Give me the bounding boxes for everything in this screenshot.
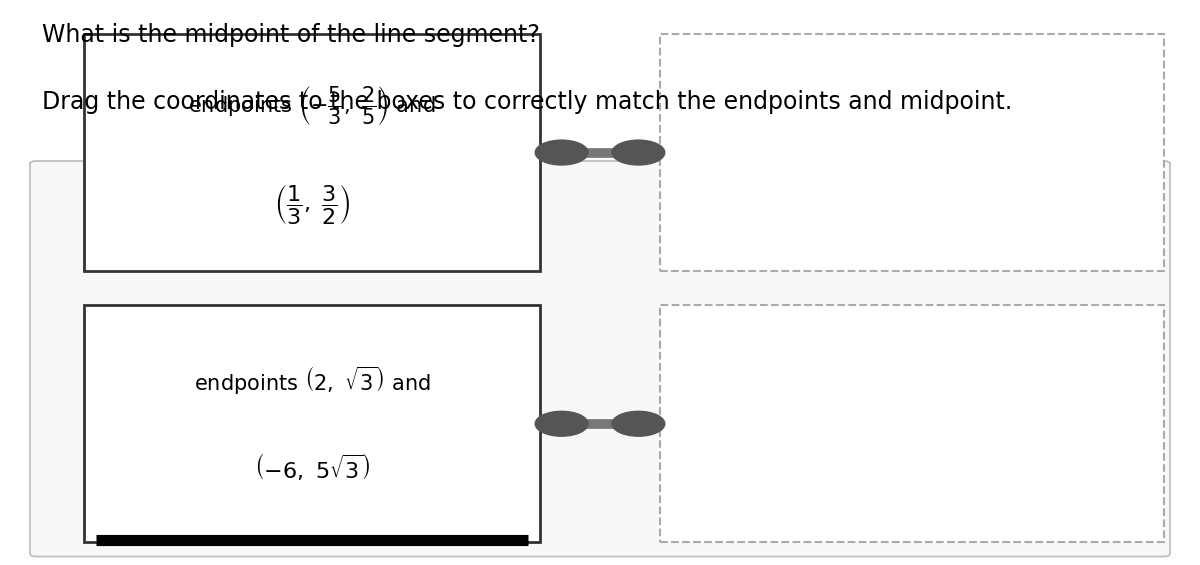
FancyBboxPatch shape — [84, 305, 540, 542]
Text: Drag the coordinates to the boxes to correctly match the endpoints and midpoint.: Drag the coordinates to the boxes to cor… — [42, 90, 1013, 114]
Circle shape — [535, 411, 588, 436]
Text: $\left(-6,\ 5\sqrt{3}\right)$: $\left(-6,\ 5\sqrt{3}\right)$ — [253, 451, 371, 482]
Circle shape — [535, 140, 588, 165]
FancyBboxPatch shape — [660, 34, 1164, 271]
Text: endpoints $\left(2,\ \sqrt{3}\right)$ and: endpoints $\left(2,\ \sqrt{3}\right)$ an… — [193, 365, 431, 397]
Circle shape — [612, 140, 665, 165]
Text: endpoints $\left(-\dfrac{5}{3},\ \dfrac{2}{5}\right)$ and: endpoints $\left(-\dfrac{5}{3},\ \dfrac{… — [188, 84, 436, 127]
Text: What is the midpoint of the line segment?: What is the midpoint of the line segment… — [42, 23, 540, 46]
FancyBboxPatch shape — [84, 34, 540, 271]
FancyBboxPatch shape — [30, 161, 1170, 557]
Text: $\left(\dfrac{1}{3},\ \dfrac{3}{2}\right)$: $\left(\dfrac{1}{3},\ \dfrac{3}{2}\right… — [274, 183, 350, 226]
FancyBboxPatch shape — [660, 305, 1164, 542]
Circle shape — [612, 411, 665, 436]
